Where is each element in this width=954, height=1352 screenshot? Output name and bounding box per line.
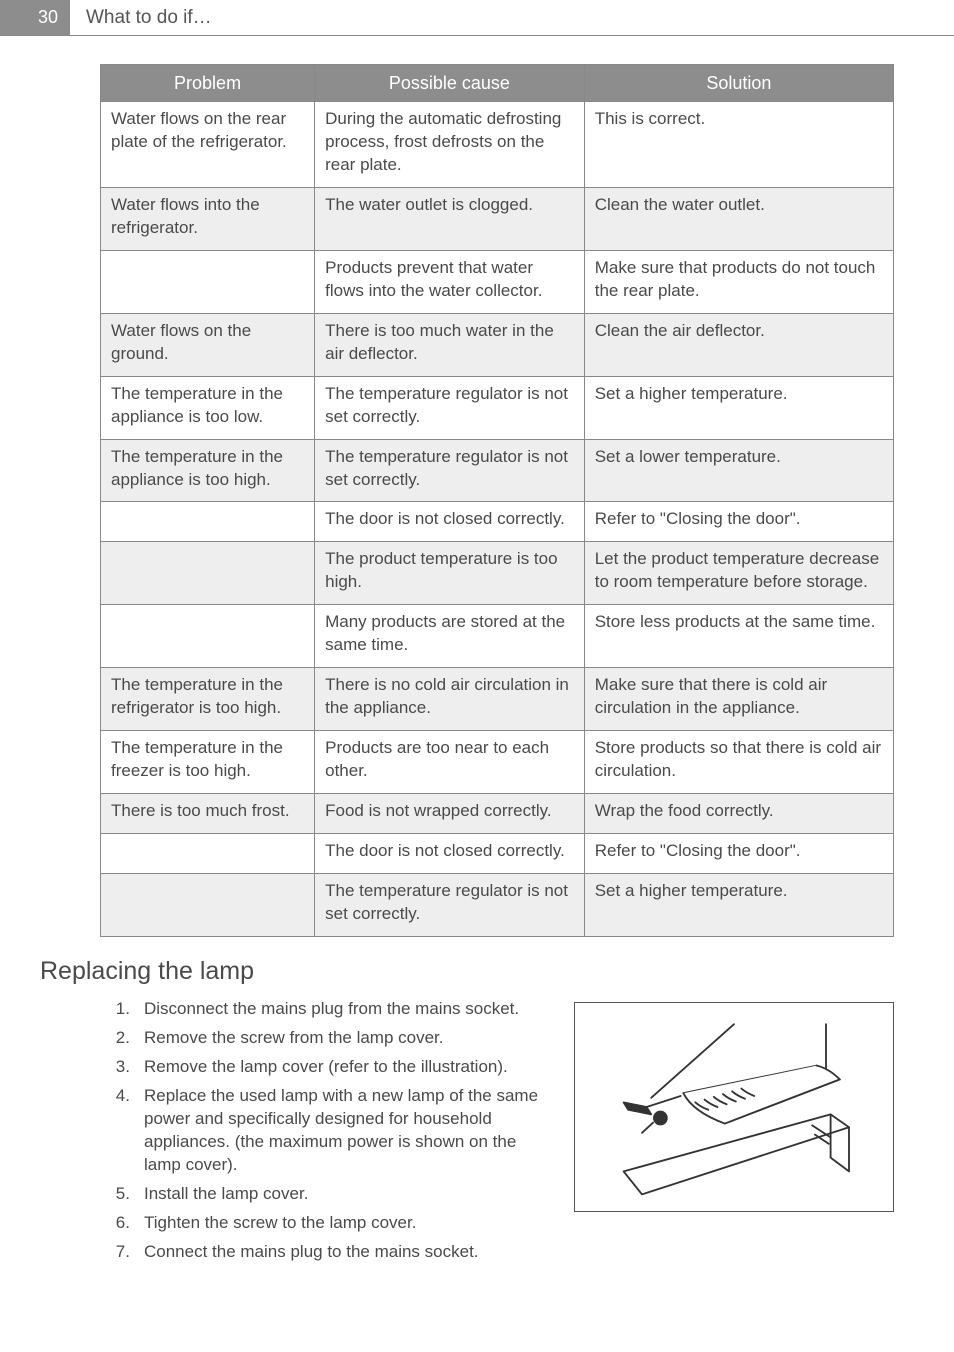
step-item: Connect the mains plug to the mains sock… [100,1241,550,1264]
table-row: The temperature in the appliance is too … [101,376,894,439]
cell-cause: Many products are stored at the same tim… [315,605,585,668]
cell-cause: The temperature regulator is not set cor… [315,873,585,936]
cell-solution: Set a higher temperature. [584,376,893,439]
cell-cause: The door is not closed correctly. [315,833,585,873]
step-item: Install the lamp cover. [100,1183,550,1206]
cell-problem: The temperature in the freezer is too hi… [101,731,315,794]
cell-solution: Store products so that there is cold air… [584,731,893,794]
step-item: Remove the lamp cover (refer to the illu… [100,1056,550,1079]
th-solution: Solution [584,65,893,102]
cell-problem [101,833,315,873]
step-item: Replace the used lamp with a new lamp of… [100,1085,550,1177]
step-item: Disconnect the mains plug from the mains… [100,998,550,1021]
table-row: Many products are stored at the same tim… [101,605,894,668]
cell-problem: Water flows on the ground. [101,313,315,376]
table-row: The door is not closed correctly.Refer t… [101,833,894,873]
th-problem: Problem [101,65,315,102]
page-header: 30 What to do if… [0,0,954,36]
cell-problem [101,502,315,542]
cell-problem: The temperature in the appliance is too … [101,439,315,502]
cell-solution: Refer to "Closing the door". [584,833,893,873]
cell-problem: Water flows on the rear plate of the ref… [101,102,315,188]
cell-cause: The temperature regulator is not set cor… [315,439,585,502]
cell-solution: Store less products at the same time. [584,605,893,668]
cell-cause: Food is not wrapped correctly. [315,793,585,833]
table-body: Water flows on the rear plate of the ref… [101,102,894,936]
cell-cause: There is too much water in the air defle… [315,313,585,376]
cell-solution: Let the product temperature decrease to … [584,542,893,605]
cell-cause: The door is not closed correctly. [315,502,585,542]
cell-solution: Set a higher temperature. [584,873,893,936]
table-row: The temperature in the refrigerator is t… [101,668,894,731]
cell-problem: There is too much frost. [101,793,315,833]
cell-cause: During the automatic defrosting process,… [315,102,585,188]
cell-problem: Water flows into the refrigerator. [101,188,315,251]
table-row: Water flows into the refrigerator.The wa… [101,188,894,251]
cell-solution: Set a lower temperature. [584,439,893,502]
cell-problem [101,250,315,313]
table-row: There is too much frost.Food is not wrap… [101,793,894,833]
cell-problem: The temperature in the appliance is too … [101,376,315,439]
cell-problem: The temperature in the refrigerator is t… [101,668,315,731]
table-row: The temperature regulator is not set cor… [101,873,894,936]
table-row: The product temperature is too high.Let … [101,542,894,605]
cell-problem [101,542,315,605]
cell-solution: Clean the air deflector. [584,313,893,376]
table-row: The temperature in the appliance is too … [101,439,894,502]
table-row: Water flows on the ground.There is too m… [101,313,894,376]
page-content: Problem Possible cause Solution Water fl… [0,64,954,1310]
lamp-illustration [574,1002,894,1212]
table-row: The door is not closed correctly.Refer t… [101,502,894,542]
table-row: The temperature in the freezer is too hi… [101,731,894,794]
cell-problem [101,605,315,668]
cell-cause: The water outlet is clogged. [315,188,585,251]
cell-solution: Clean the water outlet. [584,188,893,251]
step-item: Remove the screw from the lamp cover. [100,1027,550,1050]
cell-solution: Make sure that products do not touch the… [584,250,893,313]
cell-solution: Make sure that there is cold air circula… [584,668,893,731]
cell-cause: The temperature regulator is not set cor… [315,376,585,439]
page-number-badge: 30 [0,0,70,35]
step-item: Tighten the screw to the lamp cover. [100,1212,550,1235]
cell-problem [101,873,315,936]
cell-solution: Refer to "Closing the door". [584,502,893,542]
table-row: Water flows on the rear plate of the ref… [101,102,894,188]
table-header-row: Problem Possible cause Solution [101,65,894,102]
lamp-cover-illustration-svg [587,1015,881,1199]
steps-wrapper: Disconnect the mains plug from the mains… [100,998,894,1269]
steps-list: Disconnect the mains plug from the mains… [100,998,550,1269]
cell-cause: Products are too near to each other. [315,731,585,794]
cell-solution: This is correct. [584,102,893,188]
section-heading: Replacing the lamp [40,955,894,989]
cell-cause: Products prevent that water flows into t… [315,250,585,313]
cell-cause: The product temperature is too high. [315,542,585,605]
header-title: What to do if… [70,0,212,35]
cell-cause: There is no cold air circulation in the … [315,668,585,731]
th-cause: Possible cause [315,65,585,102]
table-row: Products prevent that water flows into t… [101,250,894,313]
cell-solution: Wrap the food correctly. [584,793,893,833]
troubleshooting-table: Problem Possible cause Solution Water fl… [100,64,894,937]
